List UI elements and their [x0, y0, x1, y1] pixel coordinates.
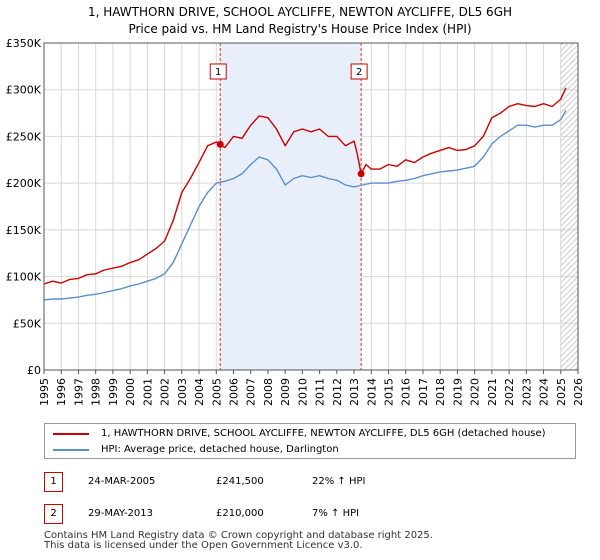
x-tick-label: 2002: [159, 378, 172, 406]
legend-label-hpi: HPI: Average price, detached house, Darl…: [101, 444, 339, 455]
sale-price: £210,000: [216, 508, 264, 519]
sale-hpi-change: 7% ↑ HPI: [312, 508, 360, 519]
sale-marker-badge: 2: [44, 504, 63, 524]
x-tick-label: 2005: [210, 378, 223, 406]
y-tick-label: £150K: [6, 224, 42, 237]
y-tick-label: £350K: [6, 37, 42, 50]
legend-swatch-hpi: [53, 449, 89, 451]
y-tick-label: £50K: [13, 317, 42, 330]
x-tick-label: 1999: [107, 378, 120, 406]
x-tick-label: 2019: [451, 378, 464, 406]
x-tick-label: 1997: [72, 378, 85, 406]
x-tick-label: 2026: [572, 378, 585, 406]
x-tick-label: 2010: [296, 378, 309, 406]
x-tick-label: 2016: [400, 378, 413, 406]
x-tick-label: 2015: [383, 378, 396, 406]
legend-label-property: 1, HAWTHORN DRIVE, SCHOOL AYCLIFFE, NEWT…: [101, 428, 546, 439]
forecast-hatch: [560, 43, 578, 370]
price-chart: 1 2 £0 £50K £100K £150K £200K £250K £300K £350K 1…: [6, 37, 585, 406]
sale-label-box-1: [209, 63, 227, 80]
x-tick-label: 2004: [193, 378, 206, 406]
property-price-line: [43, 87, 567, 285]
x-tick-label: 2000: [124, 378, 137, 406]
footer-line-1: Contains HM Land Registry data © Crown c…: [44, 530, 433, 541]
legend: 1, HAWTHORN DRIVE, SCHOOL AYCLIFFE, NEWT…: [44, 423, 576, 459]
x-tick-label: 2009: [279, 378, 292, 406]
x-tick-label: 1995: [38, 378, 51, 406]
hpi-line: [43, 109, 567, 301]
x-tick-label: 1998: [90, 378, 103, 406]
sale-date: 24-MAR-2005: [88, 476, 156, 487]
y-tick-label: £0: [27, 364, 41, 377]
x-tick-label: 2018: [434, 378, 447, 406]
x-tick-label: 2008: [262, 378, 275, 406]
x-tick-label: 2020: [469, 378, 482, 406]
ownership-shade: [220, 43, 362, 370]
y-tick-label: £100K: [6, 271, 42, 284]
x-tick-label: 2014: [365, 378, 378, 406]
legend-swatch-property: [53, 433, 89, 435]
chart-title: 1, HAWTHORN DRIVE, SCHOOL AYCLIFFE, NEWT…: [0, 4, 600, 38]
sale-price: £241,500: [216, 476, 264, 487]
x-tick-label: 2003: [176, 378, 189, 406]
footer-line-2: This data is licensed under the Open Gov…: [44, 540, 363, 551]
sale-label-1: 1: [215, 67, 221, 78]
sale-date: 29-MAY-2013: [88, 508, 154, 519]
sale-hpi-change: 22% ↑ HPI: [312, 476, 366, 487]
sale-label-box-2: [350, 63, 368, 80]
x-tick-label: 2023: [520, 378, 533, 406]
sale-point-2: [357, 170, 365, 178]
plot-frame: [43, 42, 579, 371]
footer: Contains HM Land Registry data © Crown c…: [44, 531, 433, 551]
x-tick-label: 2011: [314, 378, 327, 406]
sale-point-1: [216, 140, 224, 148]
x-tick-label: 1996: [55, 378, 68, 406]
x-tick-label: 2006: [227, 378, 240, 406]
x-tick-label: 2022: [503, 378, 516, 406]
y-tick-label: £250K: [6, 130, 42, 143]
title-line-2: Price paid vs. HM Land Registry's House …: [128, 22, 472, 36]
y-tick-label: £200K: [6, 177, 42, 190]
x-tick-label: 2017: [417, 378, 430, 406]
x-tick-label: 2021: [486, 378, 499, 406]
x-tick-label: 2025: [555, 378, 568, 406]
y-tick-label: £300K: [6, 84, 42, 97]
x-tick-label: 2007: [245, 378, 258, 406]
title-line-1: 1, HAWTHORN DRIVE, SCHOOL AYCLIFFE, NEWT…: [87, 5, 513, 19]
sale-label-2: 2: [356, 67, 362, 78]
x-tick-label: 2024: [538, 378, 551, 406]
x-tick-label: 2001: [141, 378, 154, 406]
sale-marker-badge: 1: [44, 472, 63, 492]
x-tick-label: 2012: [331, 378, 344, 406]
x-tick-label: 2013: [348, 378, 361, 406]
